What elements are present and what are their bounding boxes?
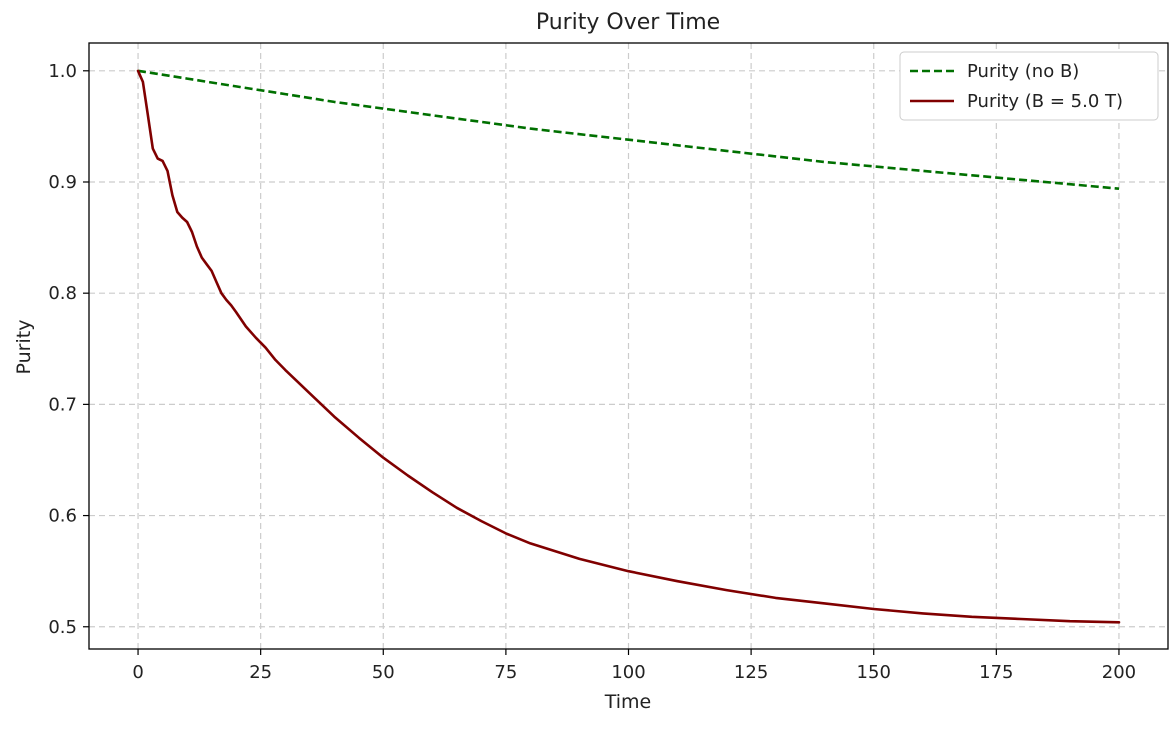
grid [89,43,1168,649]
x-axis-label: Time [604,691,652,713]
series-group [136,69,1121,624]
series-line-b-field [136,69,1121,624]
y-tick-label: 0.6 [48,506,77,527]
x-tick-label: 75 [494,662,517,683]
x-tick-label: 50 [372,662,395,683]
y-axis-ticks: 0.5 0.6 0.7 0.8 0.9 1.0 [48,61,89,638]
x-tick-label: 100 [611,662,645,683]
x-tick-label: 150 [857,662,891,683]
legend-frame [899,51,1159,121]
y-tick-label: 0.8 [48,283,77,304]
x-tick-label: 200 [1102,662,1136,683]
x-tick-label: 125 [734,662,768,683]
legend-label-no-b: Purity (no B) [967,61,1079,82]
legend-label-b-field: Purity (B = 5.0 T) [967,91,1123,112]
x-tick-label: 0 [132,662,143,683]
x-tick-label: 25 [249,662,272,683]
y-axis-label: Purity [13,320,35,375]
y-tick-label: 0.9 [48,172,77,193]
chart-title: Purity Over Time [536,10,720,35]
legend: Purity (no B) Purity (B = 5.0 T) [899,51,1159,121]
y-tick-label: 1.0 [48,61,77,82]
y-tick-label: 0.7 [48,394,77,415]
x-tick-label: 175 [979,662,1013,683]
x-axis-ticks: 0 25 50 75 100 125 150 175 200 [132,649,1136,683]
series-line-no-b [137,69,1120,190]
y-tick-label: 0.5 [48,617,77,638]
